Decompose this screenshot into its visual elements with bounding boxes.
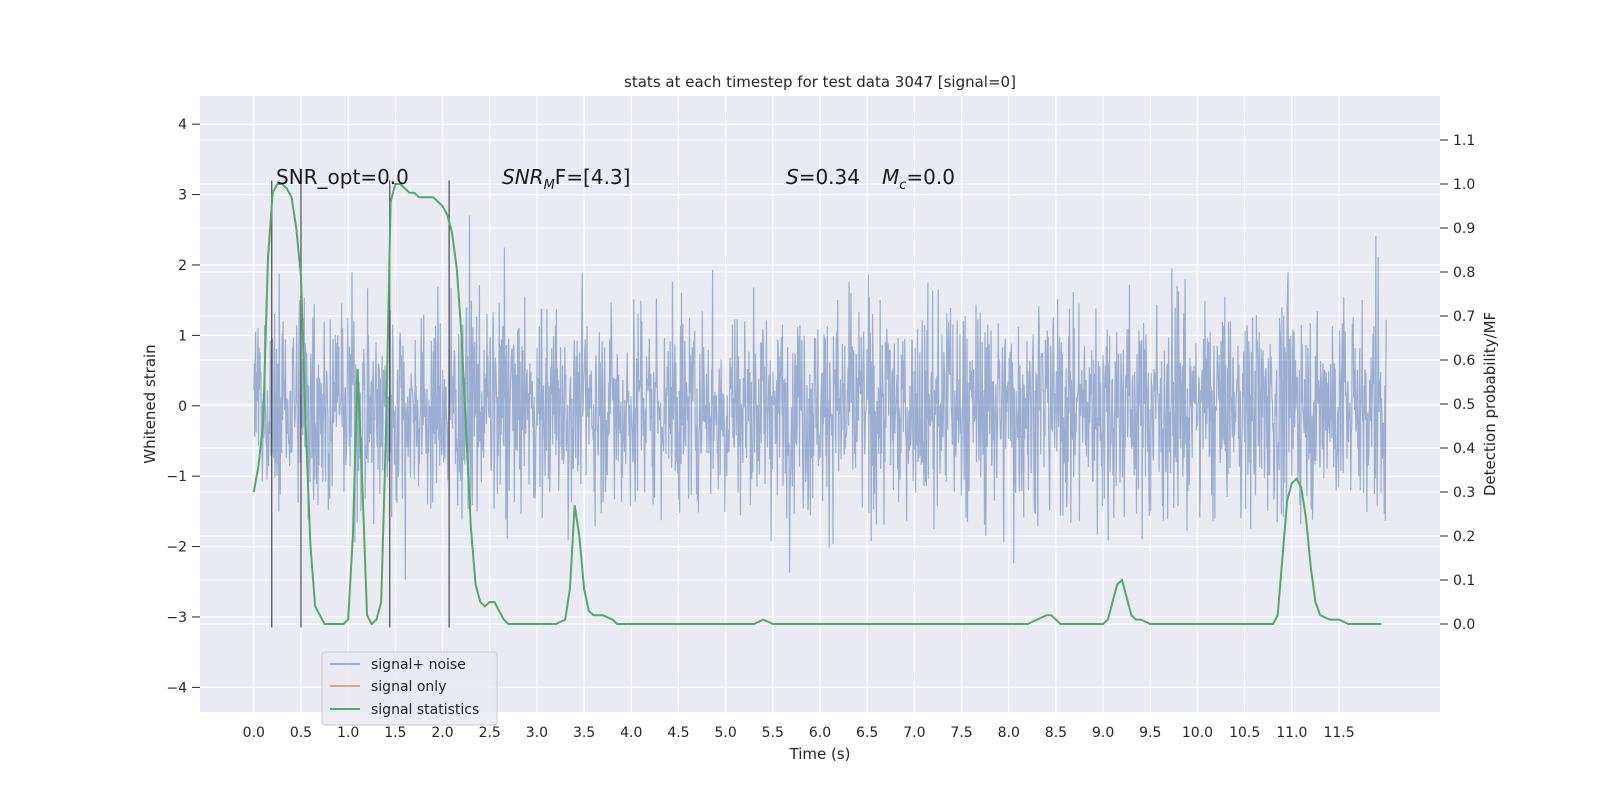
annotation-snr-mf: SNRMF=[4.3] bbox=[502, 165, 630, 193]
yr-tick-label-2: 0.2 bbox=[1453, 529, 1475, 545]
x-tick-label-1: 0.5 bbox=[290, 725, 312, 741]
yl-tick-label-5: 1 bbox=[178, 328, 187, 344]
yr-tick-label-3: 0.3 bbox=[1453, 485, 1475, 501]
yl-tick-label-7: 3 bbox=[178, 188, 187, 204]
yr-tick-label-9: 0.9 bbox=[1453, 221, 1475, 237]
y-right-axis-ticks: 0.0 0.1 0.2 0.3 0.4 0.5 0.6 0.7 0.8 0.9 1.0 1.1 bbox=[1440, 133, 1475, 633]
x-tick-label-5: 2.5 bbox=[479, 725, 501, 741]
x-tick-label-10: 5.0 bbox=[714, 725, 736, 741]
annotation-mc: Mc=0.0 bbox=[882, 165, 955, 193]
noise-trace bbox=[253, 215, 1387, 581]
series-signal-statistics bbox=[252, 183, 1382, 626]
x-tick-label-6: 3.0 bbox=[526, 725, 548, 741]
chart-title: stats at each timestep for test data 304… bbox=[624, 73, 1016, 91]
x-tick-label-14: 7.0 bbox=[903, 725, 925, 741]
annotation-mc-value: =0.0 bbox=[906, 165, 955, 189]
annotation-snr-mf-sub: M bbox=[544, 178, 555, 193]
yr-tick-label-11: 1.1 bbox=[1453, 133, 1475, 149]
yr-tick-label-8: 0.8 bbox=[1453, 265, 1475, 281]
yl-tick-label-2: −2 bbox=[166, 540, 187, 556]
yl-tick-label-4: 0 bbox=[178, 399, 187, 415]
series-signal-noise bbox=[253, 215, 1387, 581]
y-left-axis-label: Whitened strain bbox=[141, 344, 159, 463]
legend: signal+ noise signal only signal statist… bbox=[321, 651, 498, 726]
x-tick-label-7: 3.5 bbox=[573, 725, 595, 741]
x-tick-label-0: 0.0 bbox=[243, 725, 265, 741]
annotation-snr-mf-value: F=[4.3] bbox=[555, 165, 631, 189]
x-tick-label-3: 1.5 bbox=[384, 725, 406, 741]
y-left-axis-ticks: −4 −3 −2 −1 0 1 2 3 4 bbox=[166, 117, 200, 696]
x-tick-label-18: 9.0 bbox=[1092, 725, 1114, 741]
yl-tick-label-8: 4 bbox=[178, 117, 187, 133]
x-tick-label-12: 6.0 bbox=[809, 725, 831, 741]
x-axis-ticks: 0.0 0.5 1.0 1.5 2.0 2.5 3.0 3.5 4.0 4.5 5.0 5.5 6.0 6… bbox=[243, 725, 1355, 741]
x-tick-label-9: 4.5 bbox=[667, 725, 689, 741]
annotation-s-base: S bbox=[786, 165, 799, 189]
x-tick-label-11: 5.5 bbox=[762, 725, 784, 741]
x-tick-label-16: 8.0 bbox=[998, 725, 1020, 741]
x-tick-label-8: 4.0 bbox=[620, 725, 642, 741]
x-tick-label-19: 9.5 bbox=[1139, 725, 1161, 741]
x-tick-label-17: 8.5 bbox=[1045, 725, 1067, 741]
yr-tick-label-0: 0.0 bbox=[1453, 617, 1475, 633]
legend-label-statistics: signal statistics bbox=[371, 702, 479, 718]
yr-tick-label-7: 0.7 bbox=[1453, 309, 1475, 325]
x-tick-label-22: 11.0 bbox=[1276, 725, 1307, 741]
yl-tick-label-1: −3 bbox=[166, 610, 187, 626]
yr-tick-label-10: 1.0 bbox=[1453, 177, 1475, 193]
legend-label-signal-only: signal only bbox=[371, 679, 446, 695]
x-tick-label-20: 10.0 bbox=[1182, 725, 1213, 741]
legend-label-noise: signal+ noise bbox=[371, 657, 466, 673]
yr-tick-label-6: 0.6 bbox=[1453, 353, 1475, 369]
annotation-s: S=0.34 bbox=[786, 165, 860, 189]
x-axis-label: Time (s) bbox=[789, 745, 851, 763]
annotation-mc-sub: c bbox=[899, 178, 906, 193]
x-tick-label-2: 1.0 bbox=[337, 725, 359, 741]
y-right-axis-label: Detection probability/MF bbox=[1481, 312, 1499, 496]
yl-tick-label-0: −4 bbox=[166, 680, 187, 696]
x-tick-label-21: 10.5 bbox=[1229, 725, 1260, 741]
x-tick-label-4: 2.0 bbox=[431, 725, 453, 741]
yr-tick-label-1: 0.1 bbox=[1453, 573, 1475, 589]
x-tick-label-15: 7.5 bbox=[950, 725, 972, 741]
yr-tick-label-4: 0.4 bbox=[1453, 441, 1475, 457]
yr-tick-label-5: 0.5 bbox=[1453, 397, 1475, 413]
annotation-mc-base: M bbox=[882, 165, 899, 189]
x-tick-label-13: 6.5 bbox=[856, 725, 878, 741]
annotation-snr-mf-base: SNR bbox=[502, 165, 544, 189]
yl-tick-label-3: −1 bbox=[166, 469, 187, 485]
legend-box bbox=[321, 651, 498, 726]
yl-tick-label-6: 2 bbox=[178, 258, 187, 274]
annotation-s-value: =0.34 bbox=[799, 165, 860, 189]
x-tick-label-23: 11.5 bbox=[1323, 725, 1354, 741]
statistics-line bbox=[252, 183, 1382, 626]
annotation-snr-opt: SNR_opt=0.0 bbox=[276, 165, 409, 189]
